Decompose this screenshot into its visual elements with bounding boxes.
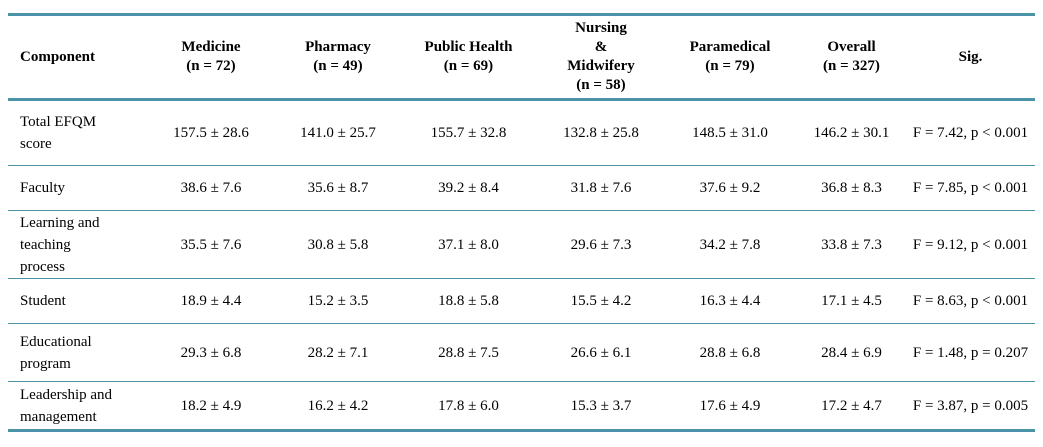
- cell-pharmacy: 28.2 ± 7.1: [307, 344, 369, 361]
- cell-medicine: 35.5 ± 7.6: [180, 236, 242, 253]
- cell-medicine: 18.9 ± 4.4: [180, 293, 242, 309]
- cell-medicine: 18.2 ± 4.9: [180, 397, 242, 414]
- cell-sig: F = 9.12, p < 0.001: [912, 236, 1029, 253]
- cell-overall: 17.2 ± 4.7: [821, 397, 882, 414]
- cell-paramedical: 17.6 ± 4.9: [699, 397, 761, 414]
- cell-sig: F = 7.42, p < 0.001: [912, 125, 1029, 141]
- cell-pharmacy: 35.6 ± 8.7: [307, 180, 369, 196]
- row-component: Educational program: [20, 333, 92, 372]
- cell-public-health: 17.8 ± 6.0: [438, 397, 499, 414]
- table-body: Total EFQM score 157.5 ± 28.6 141.0 ± 25…: [8, 100, 1035, 431]
- cell-overall: 146.2 ± 30.1: [813, 125, 890, 141]
- header-public-health: Public Health (n = 69): [424, 39, 513, 74]
- table-row: Faculty 38.6 ± 7.6 35.6 ± 8.7 39.2 ± 8.4…: [8, 166, 1035, 211]
- cell-nursing-midwifery: 29.6 ± 7.3: [570, 236, 632, 253]
- cell-public-health: 37.1 ± 8.0: [438, 236, 499, 253]
- table-row: Leadership and management 18.2 ± 4.9 16.…: [8, 382, 1035, 431]
- cell-sig: F = 8.63, p < 0.001: [912, 293, 1029, 309]
- cell-public-health: 39.2 ± 8.4: [438, 180, 499, 196]
- cell-pharmacy: 16.2 ± 4.2: [307, 397, 369, 414]
- cell-pharmacy: 141.0 ± 25.7: [300, 125, 376, 141]
- row-component: Faculty: [20, 180, 65, 196]
- cell-pharmacy: 30.8 ± 5.8: [307, 236, 369, 253]
- cell-sig: F = 7.85, p < 0.001: [912, 180, 1029, 196]
- table-row: Educational program 29.3 ± 6.8 28.2 ± 7.…: [8, 324, 1035, 382]
- header-nursing-midwifery: Nursing & Midwifery (n = 58): [567, 20, 635, 93]
- cell-medicine: 157.5 ± 28.6: [173, 125, 249, 141]
- cell-nursing-midwifery: 31.8 ± 7.6: [570, 180, 632, 196]
- cell-pharmacy: 15.2 ± 3.5: [307, 293, 369, 309]
- row-component: Leadership and management: [20, 386, 113, 425]
- row-component: Learning and teaching process: [20, 214, 100, 275]
- table-container: Component Medicine (n = 72) Pharmacy (n …: [8, 13, 1035, 432]
- header-sig: Sig.: [958, 48, 983, 65]
- table-row: Total EFQM score 157.5 ± 28.6 141.0 ± 25…: [8, 100, 1035, 166]
- header-medicine: Medicine (n = 72): [181, 39, 241, 74]
- header-component: Component: [20, 48, 96, 65]
- table-row: Student 18.9 ± 4.4 15.2 ± 3.5 18.8 ± 5.8…: [8, 279, 1035, 324]
- cell-nursing-midwifery: 132.8 ± 25.8: [563, 125, 639, 141]
- cell-public-health: 28.8 ± 7.5: [438, 344, 499, 361]
- cell-overall: 33.8 ± 7.3: [821, 236, 882, 253]
- cell-nursing-midwifery: 15.5 ± 4.2: [570, 293, 632, 309]
- cell-medicine: 29.3 ± 6.8: [180, 344, 242, 361]
- cell-paramedical: 28.8 ± 6.8: [699, 344, 761, 361]
- cell-overall: 28.4 ± 6.9: [821, 344, 882, 361]
- cell-paramedical: 16.3 ± 4.4: [699, 293, 761, 309]
- cell-paramedical: 148.5 ± 31.0: [692, 125, 768, 141]
- row-component: Student: [20, 293, 66, 309]
- header-row: Component Medicine (n = 72) Pharmacy (n …: [8, 14, 1035, 100]
- header-overall: Overall (n = 327): [823, 39, 880, 74]
- cell-overall: 36.8 ± 8.3: [821, 180, 882, 196]
- cell-nursing-midwifery: 15.3 ± 3.7: [570, 397, 632, 414]
- cell-public-health: 155.7 ± 32.8: [430, 125, 507, 141]
- efqm-scores-table: Component Medicine (n = 72) Pharmacy (n …: [8, 13, 1035, 432]
- cell-medicine: 38.6 ± 7.6: [180, 180, 242, 196]
- row-component: Total EFQM score: [20, 114, 97, 152]
- cell-overall: 17.1 ± 4.5: [821, 293, 882, 309]
- table-row: Learning and teaching process 35.5 ± 7.6…: [8, 211, 1035, 279]
- header-pharmacy: Pharmacy (n = 49): [305, 39, 371, 74]
- header-paramedical: Paramedical (n = 79): [689, 39, 771, 74]
- cell-paramedical: 34.2 ± 7.8: [699, 236, 761, 253]
- cell-public-health: 18.8 ± 5.8: [438, 293, 499, 309]
- cell-paramedical: 37.6 ± 9.2: [699, 180, 761, 196]
- cell-sig: F = 1.48, p = 0.207: [912, 344, 1029, 361]
- cell-nursing-midwifery: 26.6 ± 6.1: [570, 344, 632, 361]
- cell-sig: F = 3.87, p = 0.005: [912, 397, 1029, 414]
